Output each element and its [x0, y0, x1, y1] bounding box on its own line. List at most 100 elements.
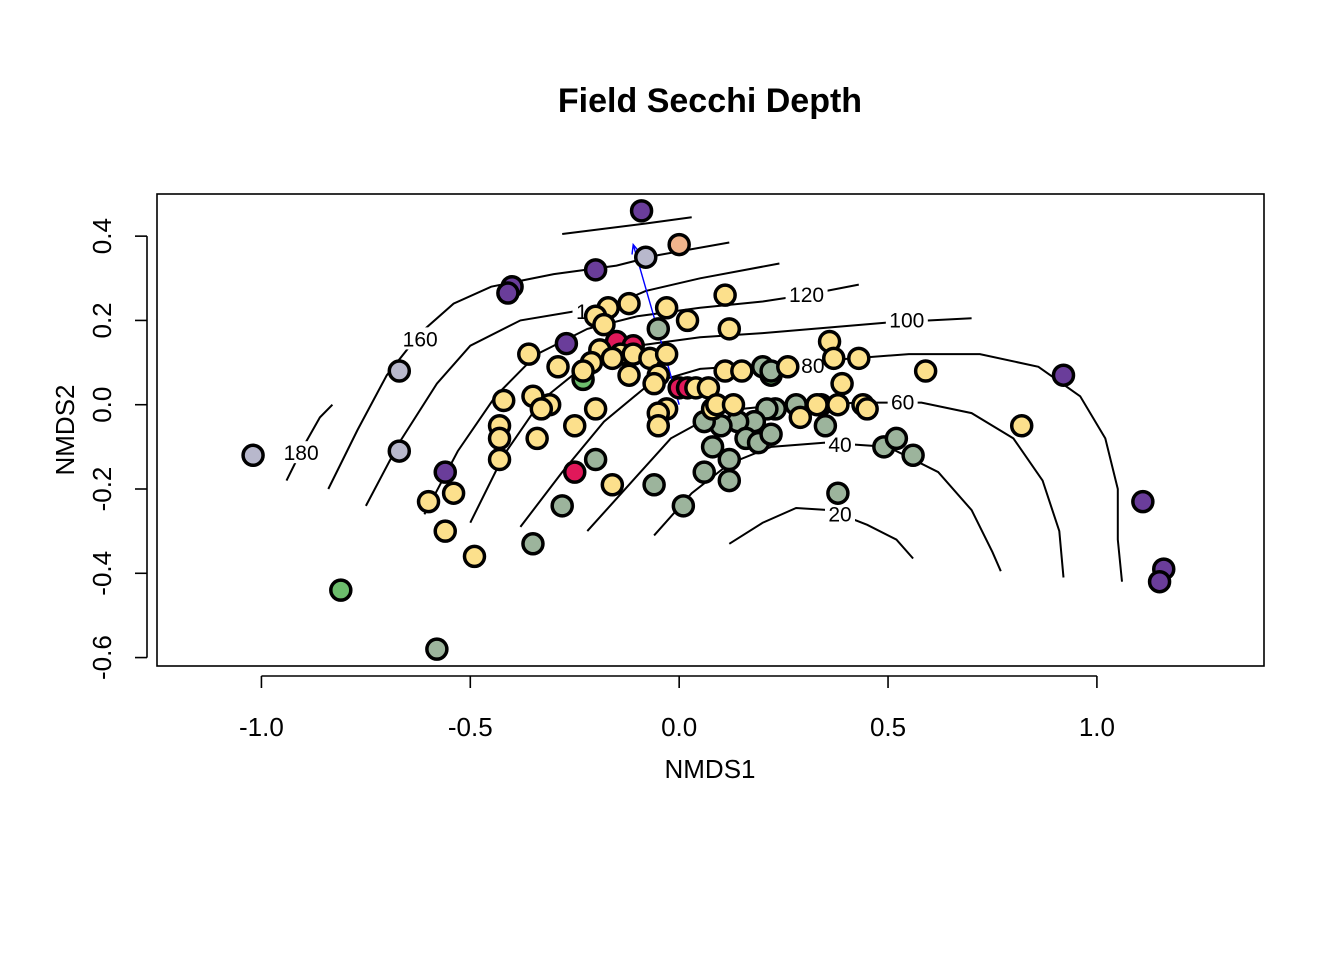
- data-point: [525, 426, 549, 451]
- data-point: [241, 443, 265, 468]
- y-tick-label: 0.4: [87, 218, 117, 254]
- data-point: [629, 199, 654, 223]
- y-tick-label: -0.4: [87, 551, 117, 596]
- y-tick-label: 0.2: [87, 302, 117, 338]
- x-tick-label: 0.0: [661, 712, 697, 742]
- data-point: [487, 447, 512, 472]
- data-point: [721, 392, 746, 417]
- contour-label-bg: [824, 502, 855, 525]
- data-point: [491, 388, 516, 413]
- data-point: [425, 637, 449, 661]
- data-point: [583, 447, 608, 472]
- y-axis: -0.6 -0.4 -0.2 0.0 0.2 0.4: [87, 218, 148, 680]
- data-point: [654, 296, 679, 320]
- data-point: [521, 532, 545, 556]
- x-axis-label: NMDS1: [664, 754, 755, 784]
- data-point: [433, 460, 457, 484]
- contour-label: 60: [891, 392, 914, 415]
- data-point: [717, 447, 742, 472]
- data-point: [884, 426, 909, 451]
- contour-layer: 20406080100120140160180: [280, 216, 1123, 582]
- data-point: [675, 308, 700, 333]
- data-point: [562, 414, 587, 438]
- data-point: [759, 422, 783, 446]
- contour-label-bg: [824, 432, 855, 455]
- data-point: [654, 342, 679, 366]
- data-point: [730, 359, 754, 383]
- data-point: [813, 414, 838, 438]
- data-point: [1051, 363, 1076, 387]
- data-point: [821, 346, 846, 371]
- data-point: [826, 392, 850, 417]
- y-tick-label: 0.0: [87, 387, 117, 423]
- contour-label: 40: [828, 434, 851, 457]
- data-point: [562, 460, 587, 484]
- data-point: [717, 317, 742, 341]
- data-point: [692, 460, 716, 484]
- data-point: [671, 494, 696, 518]
- contour-label-bg: [797, 353, 828, 376]
- data-point: [642, 473, 666, 497]
- y-axis-label: NMDS2: [50, 384, 80, 475]
- y-tick-label: -0.6: [87, 635, 117, 680]
- data-point: [416, 489, 441, 514]
- data-point: [600, 473, 625, 497]
- x-tick-label: 0.5: [870, 712, 906, 742]
- data-point: [600, 346, 625, 371]
- data-point: [617, 363, 641, 387]
- contour-line: [728, 506, 914, 560]
- plot-frame: [156, 193, 1265, 667]
- data-point: [462, 544, 487, 569]
- chart-title: Field Secchi Depth: [558, 82, 862, 120]
- contour-line: [519, 353, 1123, 582]
- data-point: [617, 291, 641, 316]
- data-point: [646, 414, 671, 438]
- contour-label-bg: [887, 390, 918, 413]
- data-point: [496, 281, 520, 305]
- contour-label-bg: [785, 283, 828, 306]
- data-point: [826, 481, 850, 505]
- contour-label-bg: [280, 441, 323, 464]
- data-point: [901, 443, 925, 468]
- y-tick-label: -0.2: [87, 467, 117, 512]
- contour-label-bg: [885, 308, 928, 331]
- x-tick-label: 1.0: [1079, 712, 1115, 742]
- x-axis: -1.0 -0.5 0.0 0.5 1.0: [239, 675, 1115, 742]
- data-point: [1147, 569, 1172, 594]
- data-point: [855, 397, 879, 421]
- contour-label-bg: [399, 327, 442, 350]
- contour-label: 160: [403, 328, 438, 351]
- data-point: [700, 435, 725, 459]
- contour-label: 180: [284, 442, 319, 465]
- contour-line: [285, 403, 334, 482]
- data-point: [441, 481, 466, 505]
- data-point: [329, 578, 353, 602]
- data-point: [546, 355, 570, 379]
- contour-label: 20: [828, 503, 851, 526]
- data-point: [913, 359, 938, 383]
- data-point: [646, 317, 671, 341]
- data-point: [583, 397, 608, 421]
- data-point: [550, 494, 574, 518]
- contour-label: 120: [789, 284, 824, 307]
- data-point: [554, 331, 579, 356]
- data-point: [847, 346, 871, 371]
- data-point: [776, 355, 800, 379]
- data-point: [529, 397, 554, 421]
- contour-line: [365, 262, 780, 507]
- data-point: [1009, 414, 1034, 438]
- data-point: [667, 232, 691, 257]
- data-point: [387, 359, 412, 383]
- data-point: [387, 439, 412, 463]
- data-point: [830, 371, 854, 396]
- data-point: [571, 359, 595, 383]
- data-point: [517, 342, 541, 366]
- data-point: [634, 245, 658, 269]
- x-tick-label: -0.5: [448, 712, 493, 742]
- data-point: [433, 519, 457, 543]
- point-layer: [241, 199, 1176, 661]
- data-point: [592, 312, 616, 337]
- data-point: [642, 371, 666, 396]
- data-point: [583, 258, 608, 282]
